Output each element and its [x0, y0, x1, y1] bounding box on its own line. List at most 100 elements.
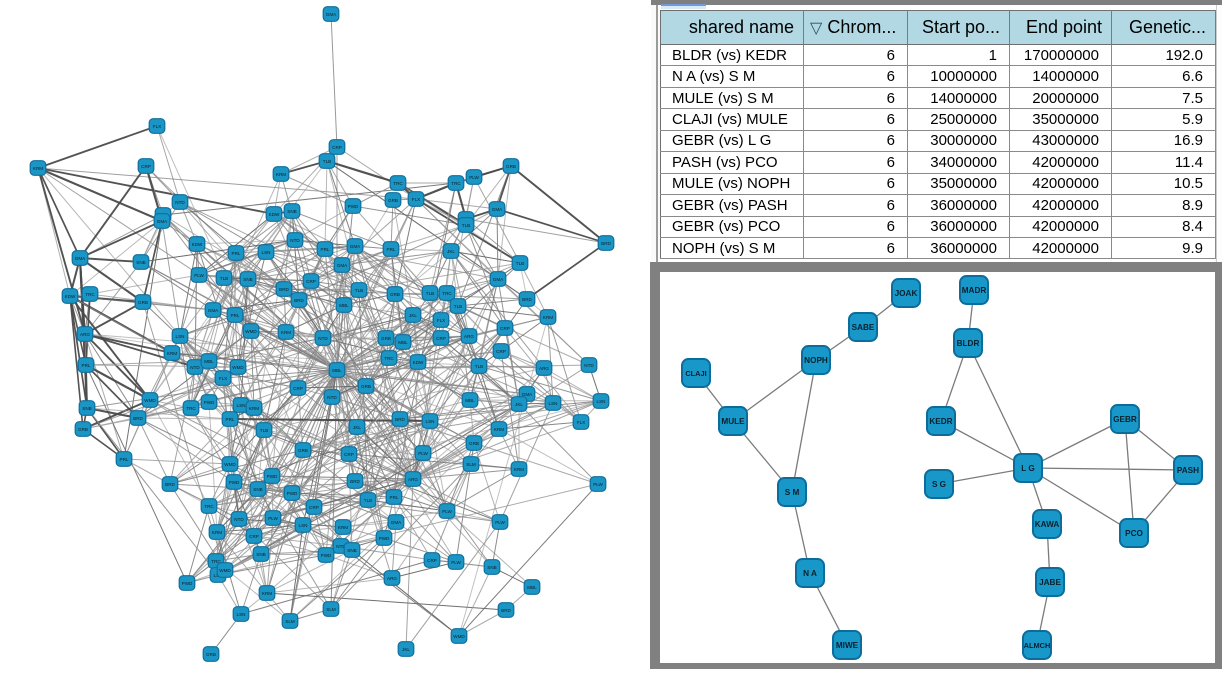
svg-text:TLB: TLB — [475, 364, 483, 369]
svg-text:PLW: PLW — [268, 516, 278, 521]
svg-text:CLAJI: CLAJI — [685, 369, 706, 378]
svg-text:FLX: FLX — [437, 318, 445, 323]
svg-text:LSN: LSN — [237, 403, 246, 408]
svg-text:PRL: PRL — [387, 247, 396, 252]
svg-text:CRP: CRP — [249, 534, 259, 539]
svg-text:TLB: TLB — [426, 291, 434, 296]
svg-text:MBL: MBL — [339, 303, 349, 308]
svg-text:ALMCH: ALMCH — [1024, 641, 1051, 650]
svg-text:BRD: BRD — [522, 297, 532, 302]
svg-text:TRC: TRC — [384, 356, 394, 361]
svg-text:BRD: BRD — [133, 416, 143, 421]
svg-text:CRP: CRP — [436, 336, 446, 341]
svg-text:CRP: CRP — [332, 145, 342, 150]
svg-text:SNB: SNB — [253, 487, 262, 492]
svg-text:BLDR: BLDR — [957, 339, 980, 348]
svg-text:KDW: KDW — [192, 242, 203, 247]
svg-text:PCO: PCO — [1125, 529, 1143, 538]
svg-text:GEBR: GEBR — [1113, 415, 1137, 424]
svg-text:PLW: PLW — [469, 175, 479, 180]
svg-text:GRB: GRB — [206, 652, 216, 657]
svg-text:NTD: NTD — [336, 544, 346, 549]
svg-text:MBL: MBL — [465, 398, 475, 403]
svg-text:GRB: GRB — [138, 300, 148, 305]
svg-text:CRP: CRP — [309, 505, 319, 510]
svg-text:GRB: GRB — [298, 448, 308, 453]
svg-text:KRM: KRM — [167, 351, 177, 356]
svg-text:KRM: KRM — [543, 315, 553, 320]
svg-text:KDW: KDW — [269, 212, 280, 217]
svg-text:ARG: ARG — [80, 332, 90, 337]
svg-text:PRL: PRL — [120, 457, 129, 462]
svg-text:SNB: SNB — [347, 548, 356, 553]
svg-text:MBL: MBL — [398, 340, 408, 345]
svg-text:JKL: JKL — [402, 647, 410, 652]
svg-text:BRD: BRD — [165, 482, 175, 487]
svg-text:PLW: PLW — [418, 451, 428, 456]
svg-text:GMA: GMA — [522, 392, 533, 397]
svg-text:FLX: FLX — [219, 376, 227, 381]
svg-text:PWD: PWD — [229, 480, 240, 485]
svg-text:BRD: BRD — [279, 287, 289, 292]
svg-text:ARG: ARG — [387, 576, 397, 581]
svg-text:PWD: PWD — [287, 491, 298, 496]
svg-text:KRM: KRM — [212, 530, 222, 535]
svg-text:SLM: SLM — [326, 607, 336, 612]
svg-text:WMD: WMD — [245, 329, 257, 334]
svg-text:KRM: KRM — [281, 330, 291, 335]
svg-text:NTD: NTD — [327, 395, 337, 400]
svg-text:GMA: GMA — [492, 207, 503, 212]
svg-text:PRL: PRL — [231, 313, 240, 318]
svg-text:SLM: SLM — [466, 462, 476, 467]
svg-text:PLW: PLW — [194, 273, 204, 278]
svg-text:GMA: GMA — [337, 263, 348, 268]
svg-text:LSN: LSN — [237, 612, 246, 617]
svg-text:ARG: ARG — [464, 334, 474, 339]
svg-text:KRM: KRM — [276, 172, 286, 177]
svg-text:MADR: MADR — [962, 286, 987, 295]
svg-text:WMD: WMD — [232, 365, 244, 370]
svg-text:LSN: LSN — [262, 250, 271, 255]
svg-text:NTD: NTD — [190, 365, 200, 370]
svg-text:PRL: PRL — [232, 251, 241, 256]
svg-text:KAWA: KAWA — [1035, 520, 1060, 529]
svg-text:TLB: TLB — [364, 498, 372, 503]
svg-text:CRP: CRP — [500, 326, 510, 331]
svg-text:FLX: FLX — [153, 124, 161, 129]
svg-text:N A: N A — [803, 569, 817, 578]
svg-text:ARG: ARG — [408, 477, 418, 482]
svg-text:GRB: GRB — [390, 292, 400, 297]
svg-text:GRB: GRB — [506, 164, 516, 169]
svg-text:MIWE: MIWE — [836, 641, 859, 650]
svg-text:GMA: GMA — [208, 308, 219, 313]
svg-text:PWD: PWD — [379, 536, 390, 541]
svg-text:NTD: NTD — [318, 336, 328, 341]
svg-text:CRP: CRP — [141, 164, 151, 169]
svg-text:WMD: WMD — [224, 462, 236, 467]
svg-text:TRC: TRC — [85, 292, 95, 297]
svg-text:SABE: SABE — [852, 323, 875, 332]
svg-text:BRD: BRD — [501, 608, 511, 613]
svg-text:TLB: TLB — [516, 261, 524, 266]
svg-text:NTD: NTD — [584, 363, 594, 368]
svg-text:JOAK: JOAK — [895, 289, 918, 298]
svg-text:PLW: PLW — [593, 482, 603, 487]
svg-text:GMA: GMA — [350, 244, 361, 249]
svg-text:SNB: SNB — [243, 277, 252, 282]
svg-text:PRL: PRL — [390, 495, 399, 500]
svg-text:TRC: TRC — [442, 291, 452, 296]
svg-text:GMA: GMA — [75, 256, 86, 261]
svg-text:LSN: LSN — [549, 401, 558, 406]
svg-text:KRM: KRM — [338, 525, 348, 530]
svg-text:MULE: MULE — [721, 417, 745, 426]
svg-text:GMA: GMA — [493, 277, 504, 282]
svg-text:TRC: TRC — [204, 504, 214, 509]
svg-text:JKL: JKL — [353, 425, 361, 430]
svg-text:S M: S M — [785, 488, 800, 497]
svg-text:TRC: TRC — [211, 559, 221, 564]
svg-text:PRL: PRL — [321, 247, 330, 252]
svg-text:LSN: LSN — [176, 334, 185, 339]
svg-text:GRB: GRB — [469, 441, 479, 446]
svg-text:L G: L G — [1021, 464, 1035, 473]
svg-text:GRB: GRB — [381, 336, 391, 341]
